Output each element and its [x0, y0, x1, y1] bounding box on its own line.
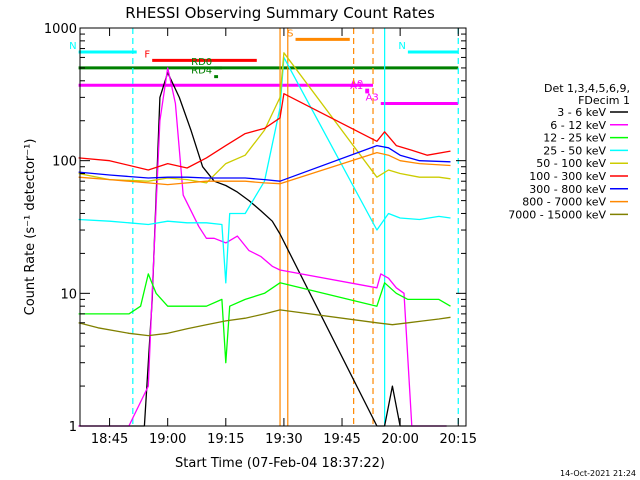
series-line-50-100-kev [78, 52, 451, 184]
legend-entry-100-300-kev: 100 - 300 keV [529, 170, 606, 183]
series-line-100-300-kev [78, 93, 451, 171]
flag-label-s-3: S [287, 28, 293, 39]
plot-frame [79, 27, 467, 427]
flag-label-a3-10: A3 [366, 92, 379, 103]
x-tick-label-19-30: 19:30 [265, 432, 302, 447]
series-line-7000-15000-kev [78, 309, 451, 337]
x-tick-label-19-00: 19:00 [149, 432, 186, 447]
x-tick-label-20-00: 20:00 [381, 432, 418, 447]
series-line-6-12-kev [78, 67, 447, 427]
x-tick-label-18-45: 18:45 [91, 432, 128, 447]
x-tick-label-19-15: 19:15 [207, 432, 244, 447]
x-tick-label-20-15: 20:15 [440, 432, 477, 447]
flag-label-a0-8: A0 [350, 79, 363, 90]
legend-entry-800-7000-kev: 800 - 7000 keV [522, 196, 606, 209]
flag-label-rd0-5: RD0 [191, 57, 212, 68]
x-axis-ticks: 18:45 19:00 19:15 19:30 19:45 20:00 20:15 [91, 28, 477, 447]
series-line-800-7000-kev [78, 151, 451, 186]
legend-entry-50-100-kev: 50 - 100 keV [536, 157, 606, 170]
y-tick-label-100: 100 [52, 155, 77, 170]
legend-header-line-0: Det 1,3,4,5,6,9, [544, 82, 630, 95]
legend-entry-12-25-kev: 12 - 25 keV [543, 132, 606, 145]
y-tick-label-1000: 1000 [44, 22, 77, 37]
flag-label-f-2: F [144, 49, 150, 60]
y-axis-label: Count Rate (s⁻¹ detector⁻¹) [23, 139, 38, 316]
flag-label-n-1: N [398, 41, 405, 52]
series-line-25-50-kev [78, 56, 451, 284]
y-axis-ticks: 1 10 100 1000 [44, 22, 466, 435]
legend-header-line-1: FDecim 1 [578, 94, 630, 107]
legend-entry-300-800-kev: 300 - 800 keV [529, 183, 606, 196]
y-tick-label-10: 10 [60, 287, 77, 302]
legend-entry-7000-15000-kev: 7000 - 15000 keV [508, 208, 606, 221]
series-line-12-25-kev [78, 273, 451, 364]
legend-entry-6-12-kev: 6 - 12 keV [550, 119, 606, 132]
flag-label-a1-9: A1 [350, 81, 363, 92]
flag-label-n-0: N [69, 41, 76, 52]
chart-title: RHESSI Observing Summary Count Rates [125, 4, 435, 22]
x-axis-label: Start Time (07-Feb-04 18:37:22) [175, 456, 385, 471]
flag-label-rd4-6: RD4 [191, 66, 212, 77]
series-line-300-800-kev [78, 144, 451, 182]
legend-entry-25-50-kev: 25 - 50 keV [543, 144, 606, 157]
x-tick-label-19-45: 19:45 [323, 432, 360, 447]
series-layer [78, 52, 451, 427]
legend-entry-3-6-kev: 3 - 6 keV [557, 106, 606, 119]
footer-date: 14-Oct-2021 21:24 [560, 469, 636, 478]
y-tick-label-1: 1 [69, 420, 77, 435]
